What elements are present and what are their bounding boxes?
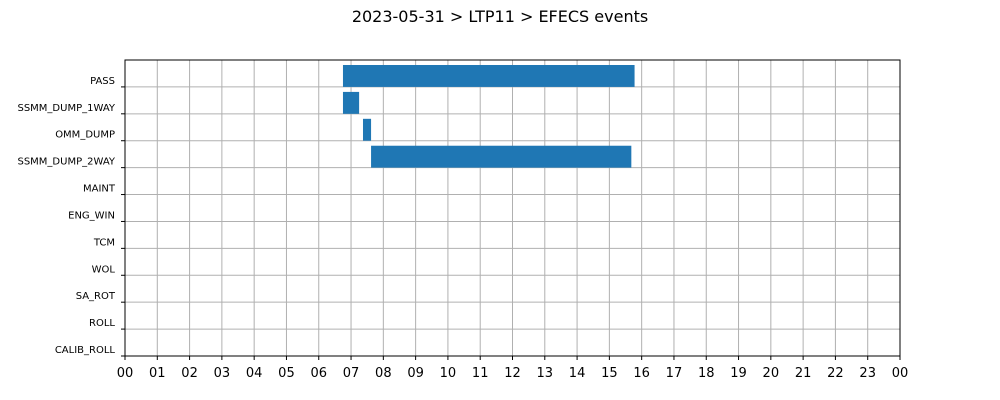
x-tick-label: 21 bbox=[795, 366, 812, 381]
x-tick-label: 08 bbox=[375, 366, 392, 381]
y-category-label: OMM_DUMP bbox=[55, 130, 115, 141]
x-tick-label: 17 bbox=[666, 366, 683, 381]
y-category-label: ENG_WIN bbox=[68, 210, 115, 221]
x-tick-label: 20 bbox=[763, 366, 780, 381]
x-tick-label: 16 bbox=[633, 366, 650, 381]
event-bars bbox=[342, 65, 635, 168]
x-tick-label: 18 bbox=[698, 366, 715, 381]
event-bar bbox=[371, 145, 632, 168]
y-category-label: MAINT bbox=[83, 184, 116, 195]
x-tick-label: 04 bbox=[246, 366, 263, 381]
grid bbox=[124, 60, 901, 356]
x-tick-label: 15 bbox=[601, 366, 618, 381]
x-tick-label: 11 bbox=[472, 366, 489, 381]
y-category-label: SSMM_DUMP_2WAY bbox=[17, 157, 115, 168]
x-tick-label: 06 bbox=[310, 366, 327, 381]
event-bar bbox=[342, 65, 635, 87]
x-axis: 00 01 02 03 04 05 06 07 08 09 10 11 12 13 14 15 16 17 18 19… bbox=[117, 356, 909, 381]
y-category-label: SSMM_DUMP_1WAY bbox=[17, 103, 115, 114]
x-tick-label: 07 bbox=[343, 366, 360, 381]
x-tick-label: 00 bbox=[892, 366, 909, 381]
x-tick-label: 10 bbox=[440, 366, 457, 381]
x-tick-label: 23 bbox=[859, 366, 876, 381]
y-category-label: ROLL bbox=[89, 318, 115, 329]
x-tick-label: 05 bbox=[278, 366, 295, 381]
event-bar bbox=[362, 118, 372, 141]
x-tick-label: 19 bbox=[730, 366, 747, 381]
x-tick-label: 13 bbox=[537, 366, 554, 381]
y-category-label: SA_ROT bbox=[76, 291, 116, 302]
y-axis: PASS SSMM_DUMP_1WAY OMM_DUMP SSMM_DUMP_2WAY… bbox=[17, 76, 125, 357]
x-tick-label: 22 bbox=[827, 366, 844, 381]
x-tick-label: 02 bbox=[181, 366, 198, 381]
x-tick-label: 01 bbox=[149, 366, 166, 381]
chart-title: 2023-05-31 > LTP11 > EFECS events bbox=[352, 7, 648, 26]
x-tick-label: 00 bbox=[117, 366, 134, 381]
x-tick-label: 12 bbox=[504, 366, 521, 381]
x-tick-label: 09 bbox=[407, 366, 424, 381]
x-tick-label: 14 bbox=[569, 366, 586, 381]
y-category-label: CALIB_ROLL bbox=[55, 345, 116, 356]
y-category-label: TCM bbox=[93, 237, 115, 248]
x-tick-label: 03 bbox=[214, 366, 231, 381]
y-category-label: WOL bbox=[92, 264, 116, 275]
y-category-label: PASS bbox=[90, 76, 115, 87]
event-bar bbox=[342, 91, 360, 114]
